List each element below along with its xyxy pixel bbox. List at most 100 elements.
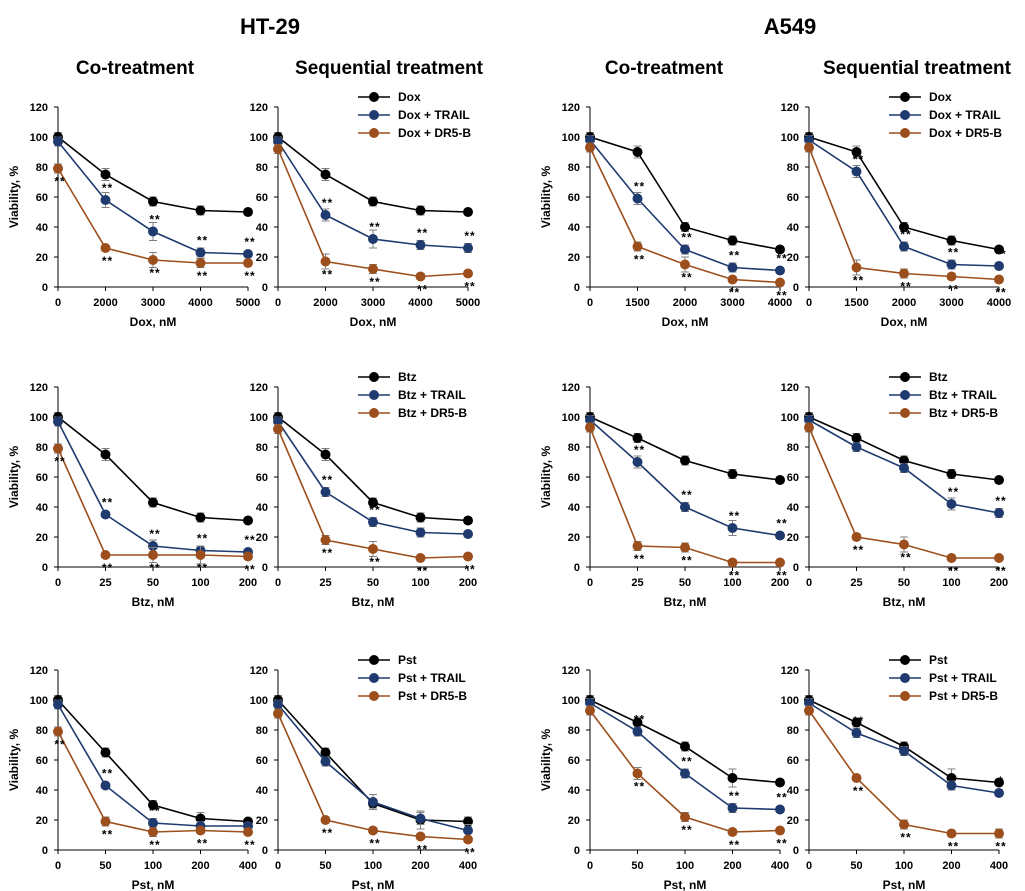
data-point xyxy=(368,264,378,274)
significance-label: ** xyxy=(776,517,787,531)
significance-label: ** xyxy=(197,837,208,851)
legend-marker xyxy=(369,110,379,120)
y-tick-label: 80 xyxy=(256,162,268,174)
significance-label: ** xyxy=(102,181,113,195)
x-tick-label: 2000 xyxy=(892,297,916,309)
y-tick-label: 60 xyxy=(787,472,799,484)
data-point xyxy=(53,416,63,427)
y-tick-label: 20 xyxy=(568,532,580,544)
series-line-2 xyxy=(808,147,1000,281)
data-point xyxy=(727,557,738,568)
significance-label: ** xyxy=(634,552,645,566)
data-point xyxy=(899,268,909,279)
data-point xyxy=(148,196,158,207)
y-tick-label: 0 xyxy=(574,282,580,294)
significance-label: ** xyxy=(197,532,208,546)
legend-marker xyxy=(900,655,910,665)
significance-label: ** xyxy=(634,780,645,794)
x-tick-label: 0 xyxy=(806,860,812,872)
x-tick-label: 0 xyxy=(275,577,281,589)
significance-label: ** xyxy=(634,713,645,727)
significance-label: ** xyxy=(369,220,380,234)
data-point xyxy=(273,144,283,154)
data-point xyxy=(100,816,111,827)
y-tick-label: 80 xyxy=(568,442,580,454)
significance-label: ** xyxy=(369,555,380,569)
legend-marker xyxy=(369,673,379,683)
significance-label: ** xyxy=(464,280,475,294)
significance-label: ** xyxy=(369,837,380,851)
legend-label: Pst + TRAIL xyxy=(398,671,466,685)
x-tick-label: 50 xyxy=(850,860,862,872)
x-tick-label: 100 xyxy=(364,860,382,872)
x-tick-label: 0 xyxy=(275,297,281,309)
data-point xyxy=(680,244,690,255)
y-tick-label: 100 xyxy=(30,412,48,424)
data-point xyxy=(320,169,331,180)
x-tick-label: 100 xyxy=(144,860,162,872)
significance-label: * xyxy=(420,514,426,528)
series-line-0 xyxy=(808,699,1000,784)
significance-label: ** xyxy=(853,543,864,557)
data-point xyxy=(415,240,426,250)
legend-label: Dox + TRAIL xyxy=(398,108,470,122)
data-point xyxy=(775,825,785,836)
data-point xyxy=(243,258,253,268)
significance-label: * xyxy=(998,774,1004,788)
x-tick-label: 400 xyxy=(990,860,1008,872)
y-tick-label: 20 xyxy=(256,252,268,264)
significance-label: ** xyxy=(729,286,740,300)
y-tick-label: 0 xyxy=(42,282,48,294)
significance-label: ** xyxy=(417,564,428,578)
legend-marker xyxy=(900,110,910,120)
x-tick-label: 50 xyxy=(631,860,643,872)
y-axis-title: Viability, % xyxy=(539,446,553,509)
data-point xyxy=(415,205,426,216)
x-axis-title: Btz, nM xyxy=(132,595,175,609)
data-point xyxy=(775,530,785,541)
y-tick-label: 20 xyxy=(36,532,48,544)
data-point xyxy=(463,268,473,279)
data-point xyxy=(320,487,331,497)
data-point xyxy=(415,813,426,824)
legend-marker xyxy=(369,92,379,102)
y-tick-label: 100 xyxy=(562,132,580,144)
x-axis-title: Pst, nM xyxy=(352,878,395,891)
y-tick-label: 0 xyxy=(574,845,580,857)
significance-label: ** xyxy=(948,283,959,297)
data-point xyxy=(368,196,378,207)
significance-label: ** xyxy=(54,455,65,469)
data-point xyxy=(804,142,814,153)
significance-label: ** xyxy=(54,175,65,189)
y-tick-label: 40 xyxy=(787,785,799,797)
legend-label: Dox xyxy=(398,90,421,104)
significance-label: ** xyxy=(417,843,428,857)
data-point xyxy=(899,222,909,232)
data-point xyxy=(148,818,158,828)
data-point xyxy=(851,262,862,273)
x-tick-label: 3000 xyxy=(939,297,963,309)
data-point xyxy=(320,535,331,545)
data-point xyxy=(53,136,63,147)
data-point xyxy=(463,551,473,562)
y-tick-label: 120 xyxy=(562,382,580,394)
legend-label: Btz + DR5-B xyxy=(398,406,467,420)
significance-label: ** xyxy=(853,784,864,798)
x-tick-label: 50 xyxy=(99,860,111,872)
y-tick-label: 100 xyxy=(30,132,48,144)
x-tick-label: 200 xyxy=(990,577,1008,589)
data-point xyxy=(899,746,909,756)
x-tick-label: 100 xyxy=(676,860,694,872)
significance-label: ** xyxy=(900,228,911,242)
y-tick-label: 120 xyxy=(30,382,48,394)
y-axis-title: Viability, % xyxy=(7,446,21,509)
x-tick-label: 0 xyxy=(587,577,593,589)
data-point xyxy=(994,508,1004,518)
y-tick-label: 0 xyxy=(574,562,580,574)
x-tick-label: 5000 xyxy=(456,297,480,309)
y-tick-label: 80 xyxy=(256,442,268,454)
significance-label: ** xyxy=(634,253,645,267)
y-tick-label: 120 xyxy=(562,665,580,677)
data-point xyxy=(273,699,283,710)
y-tick-label: 40 xyxy=(36,502,48,514)
